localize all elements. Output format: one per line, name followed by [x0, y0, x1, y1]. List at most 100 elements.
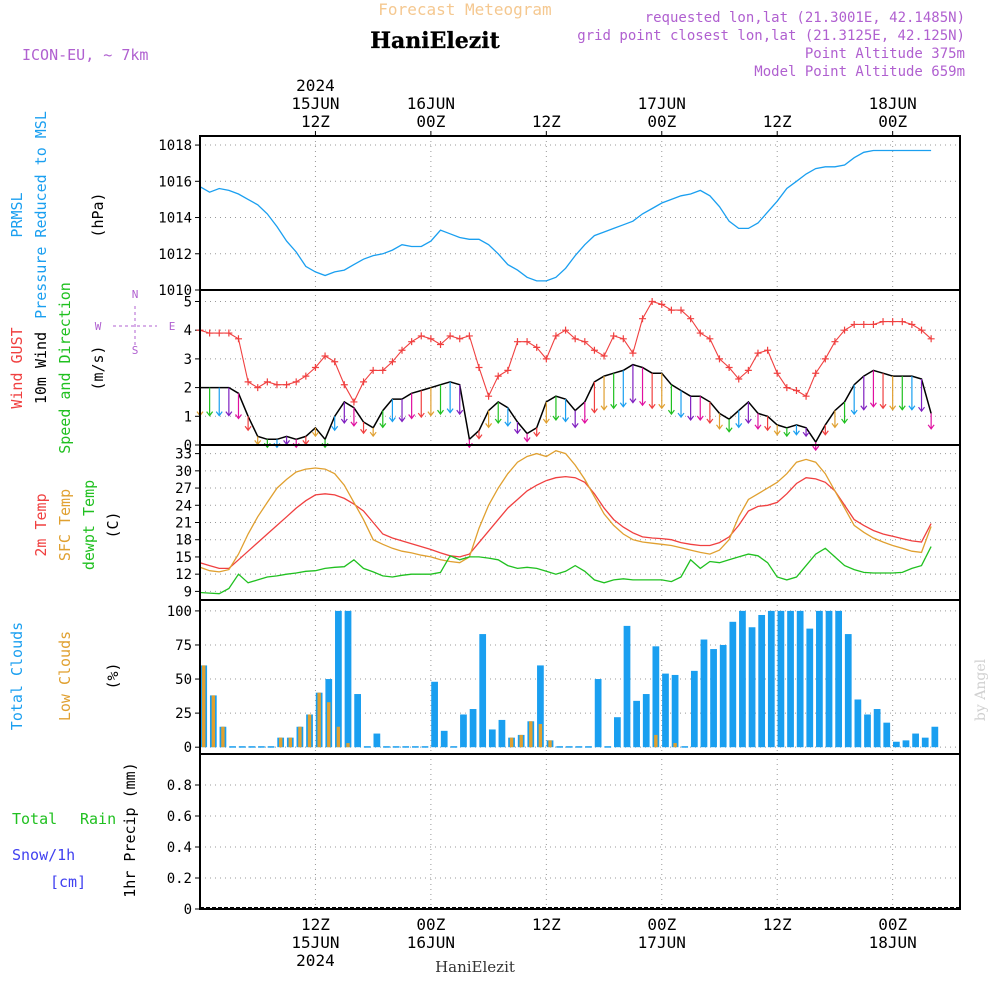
- direction-arrow: [533, 427, 541, 438]
- pressure-label-short: PRMSL: [8, 192, 26, 237]
- gust-marker: [918, 326, 926, 334]
- low-cloud-bar: [278, 737, 283, 748]
- gust-marker: [494, 372, 502, 380]
- direction-arrow: [821, 424, 829, 436]
- gust-marker: [590, 346, 598, 354]
- total-cloud-bar: [854, 699, 862, 748]
- total-cloud-bar: [777, 610, 785, 748]
- compass-east: E: [169, 320, 176, 333]
- total-cloud-bar: [690, 670, 698, 748]
- gust-marker: [562, 326, 570, 334]
- gridlines: 0 0.2 0.4 0.6 0.8: [167, 754, 960, 918]
- direction-arrow: [311, 427, 319, 438]
- total-cloud-bar: [912, 733, 919, 748]
- total-cloud-bar: [402, 746, 410, 748]
- time-tick-label: 00Z: [647, 112, 676, 131]
- gust-marker: [879, 318, 887, 326]
- direction-arrow: [398, 399, 406, 423]
- temp-unit: (C): [104, 511, 122, 538]
- total-cloud-bar: [421, 746, 429, 748]
- direction-arrow: [504, 407, 512, 427]
- y-tick-label: 1018: [158, 138, 192, 154]
- direction-arrow: [869, 370, 877, 408]
- gust-marker: [706, 335, 714, 343]
- gust-marker: [523, 338, 531, 346]
- direction-arrow: [417, 390, 425, 419]
- total-cloud-bar: [363, 746, 371, 748]
- direction-arrow: [812, 442, 820, 452]
- time-tick-label: 12Z: [301, 915, 330, 934]
- gust-marker: [456, 335, 464, 343]
- y-tick-label: 25: [175, 706, 192, 722]
- compass-rose: N S W E: [95, 288, 176, 357]
- total-cloud-bar: [488, 729, 496, 748]
- total-cloud-bar: [344, 610, 352, 748]
- gust-marker: [696, 329, 704, 337]
- wind-unit: (m/s): [89, 345, 107, 390]
- gust-marker: [552, 332, 560, 340]
- direction-arrow: [206, 387, 214, 417]
- direction-arrow: [648, 373, 656, 410]
- total-cloud-bar: [806, 628, 814, 748]
- gust-marker: [754, 349, 762, 357]
- gust-marker: [254, 384, 262, 392]
- time-tick-label: 15JUN: [291, 94, 339, 113]
- time-tick-label: 17JUN: [638, 933, 686, 952]
- snow-unit: [cm]: [50, 873, 86, 891]
- total-cloud-bar: [248, 746, 256, 748]
- y-tick-label: 3: [184, 352, 192, 368]
- y-tick-label: 33: [175, 447, 192, 463]
- direction-arrow: [639, 367, 647, 407]
- direction-arrow: [735, 410, 743, 429]
- time-tick-label: 12Z: [763, 112, 792, 131]
- direction-arrow: [369, 427, 377, 438]
- direction-arrow: [513, 422, 521, 435]
- total-cloud-bar: [411, 746, 419, 748]
- gust-marker: [398, 346, 406, 354]
- direction-arrow: [744, 401, 752, 424]
- temp2m-line: [199, 475, 932, 570]
- gust-marker: [744, 366, 752, 374]
- direction-arrow: [918, 378, 925, 413]
- footer-station: HaniElezit: [435, 958, 515, 976]
- gust-marker: [927, 335, 935, 343]
- total-cloud-bar: [537, 665, 544, 748]
- gust-marker: [764, 346, 772, 354]
- gust-markers: [196, 297, 935, 406]
- y-tick-label: 0: [184, 902, 192, 918]
- point-altitude: Point Altitude 375m: [805, 46, 965, 62]
- total-cloud-bar: [816, 610, 823, 748]
- gust-marker: [292, 378, 300, 386]
- gust-marker: [283, 381, 291, 389]
- y-tick-label: 0.4: [167, 840, 192, 856]
- direction-arrow: [908, 376, 916, 411]
- total-cloud-bar: [498, 719, 506, 748]
- direction-arrow: [437, 384, 444, 416]
- low-cloud-bar: [538, 724, 543, 748]
- total-cloud-bar: [825, 610, 833, 748]
- gust-marker: [821, 355, 829, 363]
- y-tick-label: 4: [184, 323, 192, 339]
- gust-marker: [542, 355, 550, 363]
- gust-marker: [869, 320, 877, 328]
- panel-frame: [199, 753, 961, 910]
- direction-arrow: [696, 396, 704, 422]
- requested-coords: requested lon,lat (21.3001E, 42.1485N): [645, 10, 965, 26]
- gust-marker: [485, 392, 493, 400]
- gridlines: 0 1 2 3 4 5: [184, 290, 960, 454]
- gust-marker: [648, 297, 656, 305]
- gust-marker: [889, 318, 897, 326]
- sfctemp-line: [199, 449, 932, 573]
- time-tick-label: 16JUN: [407, 933, 455, 952]
- total-cloud-bar: [431, 681, 438, 748]
- gust-marker: [465, 332, 473, 340]
- direction-arrow: [446, 381, 454, 414]
- direction-arrow: [321, 439, 329, 449]
- direction-arrow: [831, 410, 839, 429]
- y-tick-label: 50: [175, 672, 192, 688]
- direction-arrow: [677, 390, 685, 419]
- low-cloud-bar: [202, 665, 206, 748]
- time-tick-label: 12Z: [532, 915, 561, 934]
- total-cloud-bar: [614, 717, 621, 748]
